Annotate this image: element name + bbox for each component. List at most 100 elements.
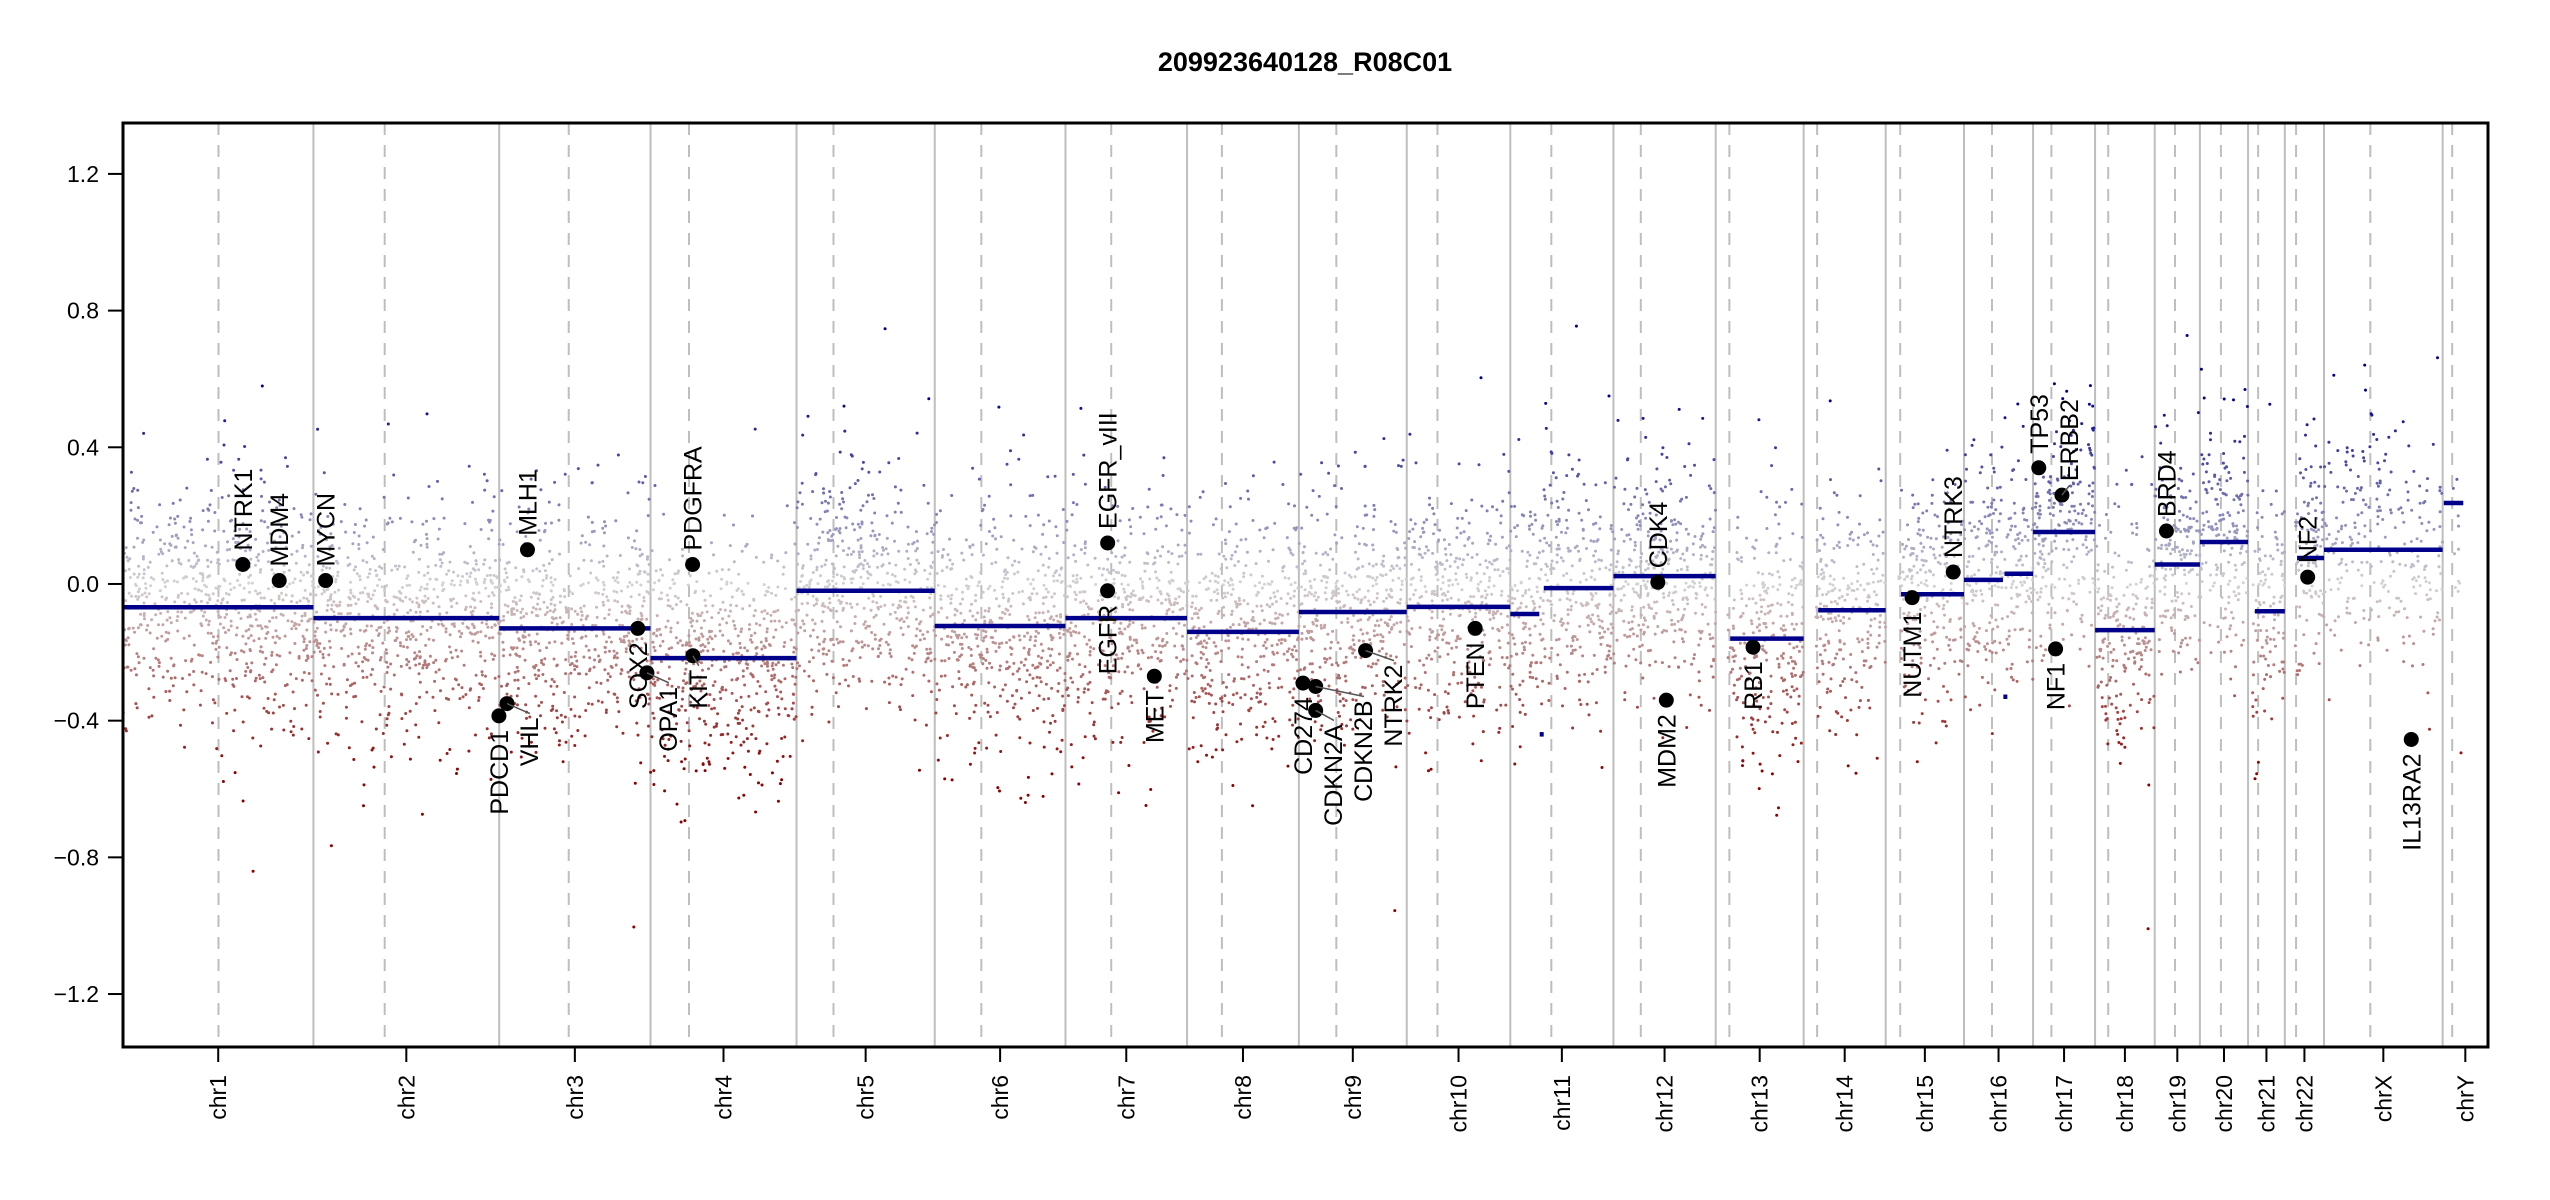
probe-point: [578, 715, 582, 719]
probe-point: [1346, 593, 1350, 597]
probe-point: [1209, 620, 1213, 624]
probe-point: [1353, 534, 1357, 538]
probe-point: [369, 624, 373, 628]
probe-point: [290, 620, 294, 624]
probe-point: [1430, 610, 1434, 614]
probe-points: [121, 324, 2463, 931]
probe-point: [254, 618, 258, 622]
probe-point: [1228, 583, 1232, 587]
probe-point: [547, 500, 551, 504]
probe-point: [228, 582, 232, 586]
probe-point: [1191, 601, 1194, 605]
probe-point: [1579, 602, 1583, 606]
probe-point: [1255, 593, 1259, 597]
probe-point: [1176, 587, 1180, 591]
probe-point: [955, 587, 958, 591]
probe-point: [1046, 666, 1049, 670]
probe-point: [1063, 704, 1066, 708]
probe-point: [1303, 545, 1306, 549]
probe-point: [238, 527, 242, 531]
probe-point: [994, 733, 998, 737]
probe-point: [903, 567, 907, 571]
probe-point: [1393, 909, 1397, 913]
probe-point: [1092, 720, 1096, 724]
probe-point: [740, 589, 744, 593]
probe-point: [126, 636, 130, 640]
probe-point: [290, 594, 294, 598]
probe-point: [926, 652, 930, 655]
probe-point: [1012, 572, 1016, 576]
probe-point: [1543, 497, 1547, 501]
probe-point: [1449, 553, 1453, 557]
probe-point: [1170, 552, 1174, 556]
probe-point: [773, 673, 777, 677]
probe-point: [545, 610, 549, 614]
probe-point: [729, 609, 732, 613]
probe-point: [1528, 627, 1531, 631]
probe-point: [1277, 677, 1281, 681]
probe-point: [531, 569, 535, 573]
probe-point: [1489, 534, 1493, 538]
probe-point: [1205, 641, 1209, 645]
probe-point: [626, 491, 630, 495]
probe-point: [732, 560, 736, 564]
probe-point: [866, 644, 870, 648]
probe-point: [1417, 547, 1421, 551]
probe-point: [846, 553, 849, 557]
probe-point: [1455, 526, 1459, 530]
probe-point: [1356, 557, 1360, 561]
probe-point: [277, 594, 281, 598]
probe-point: [479, 630, 483, 634]
probe-point: [883, 680, 887, 684]
probe-point: [918, 638, 922, 642]
probe-point: [543, 726, 547, 730]
probe-point: [415, 654, 419, 658]
probe-point: [748, 773, 752, 776]
probe-point: [197, 653, 201, 657]
probe-point: [1062, 632, 1066, 636]
probe-point: [327, 653, 331, 657]
probe-point: [188, 520, 192, 523]
probe-point: [1090, 701, 1094, 705]
probe-point: [1070, 513, 1074, 517]
probe-point: [754, 622, 758, 626]
probe-point: [1556, 523, 1560, 527]
probe-point: [914, 644, 918, 648]
probe-point: [1346, 620, 1350, 624]
probe-point: [616, 581, 620, 584]
probe-point: [1074, 624, 1078, 628]
probe-point: [1229, 593, 1233, 597]
probe-point: [1247, 497, 1250, 501]
probe-point: [440, 561, 444, 565]
probe-point: [251, 736, 255, 740]
probe-point: [626, 536, 630, 540]
probe-point: [465, 579, 469, 583]
probe-point: [1255, 733, 1259, 737]
probe-point: [823, 604, 827, 608]
probe-point: [1361, 526, 1365, 530]
probe-point: [832, 570, 835, 574]
probe-point: [174, 545, 178, 549]
probe-point: [480, 670, 484, 674]
probe-point: [1227, 646, 1231, 650]
probe-point: [1036, 654, 1040, 658]
probe-point: [511, 600, 515, 603]
probe-point: [235, 626, 239, 630]
probe-point: [1510, 633, 1514, 637]
probe-point: [707, 571, 711, 575]
probe-point: [1509, 505, 1513, 508]
probe-point: [134, 594, 138, 598]
probe-point: [217, 677, 221, 681]
probe-point: [1594, 483, 1598, 487]
probe-point: [587, 702, 590, 706]
probe-point: [619, 672, 623, 676]
probe-point: [683, 819, 687, 823]
probe-point: [367, 592, 371, 596]
probe-point: [974, 703, 978, 707]
probe-point: [467, 464, 471, 468]
probe-point: [1470, 556, 1474, 559]
probe-point: [957, 633, 961, 637]
probe-point: [1231, 703, 1235, 706]
probe-point: [776, 695, 779, 699]
probe-point: [1276, 686, 1280, 690]
